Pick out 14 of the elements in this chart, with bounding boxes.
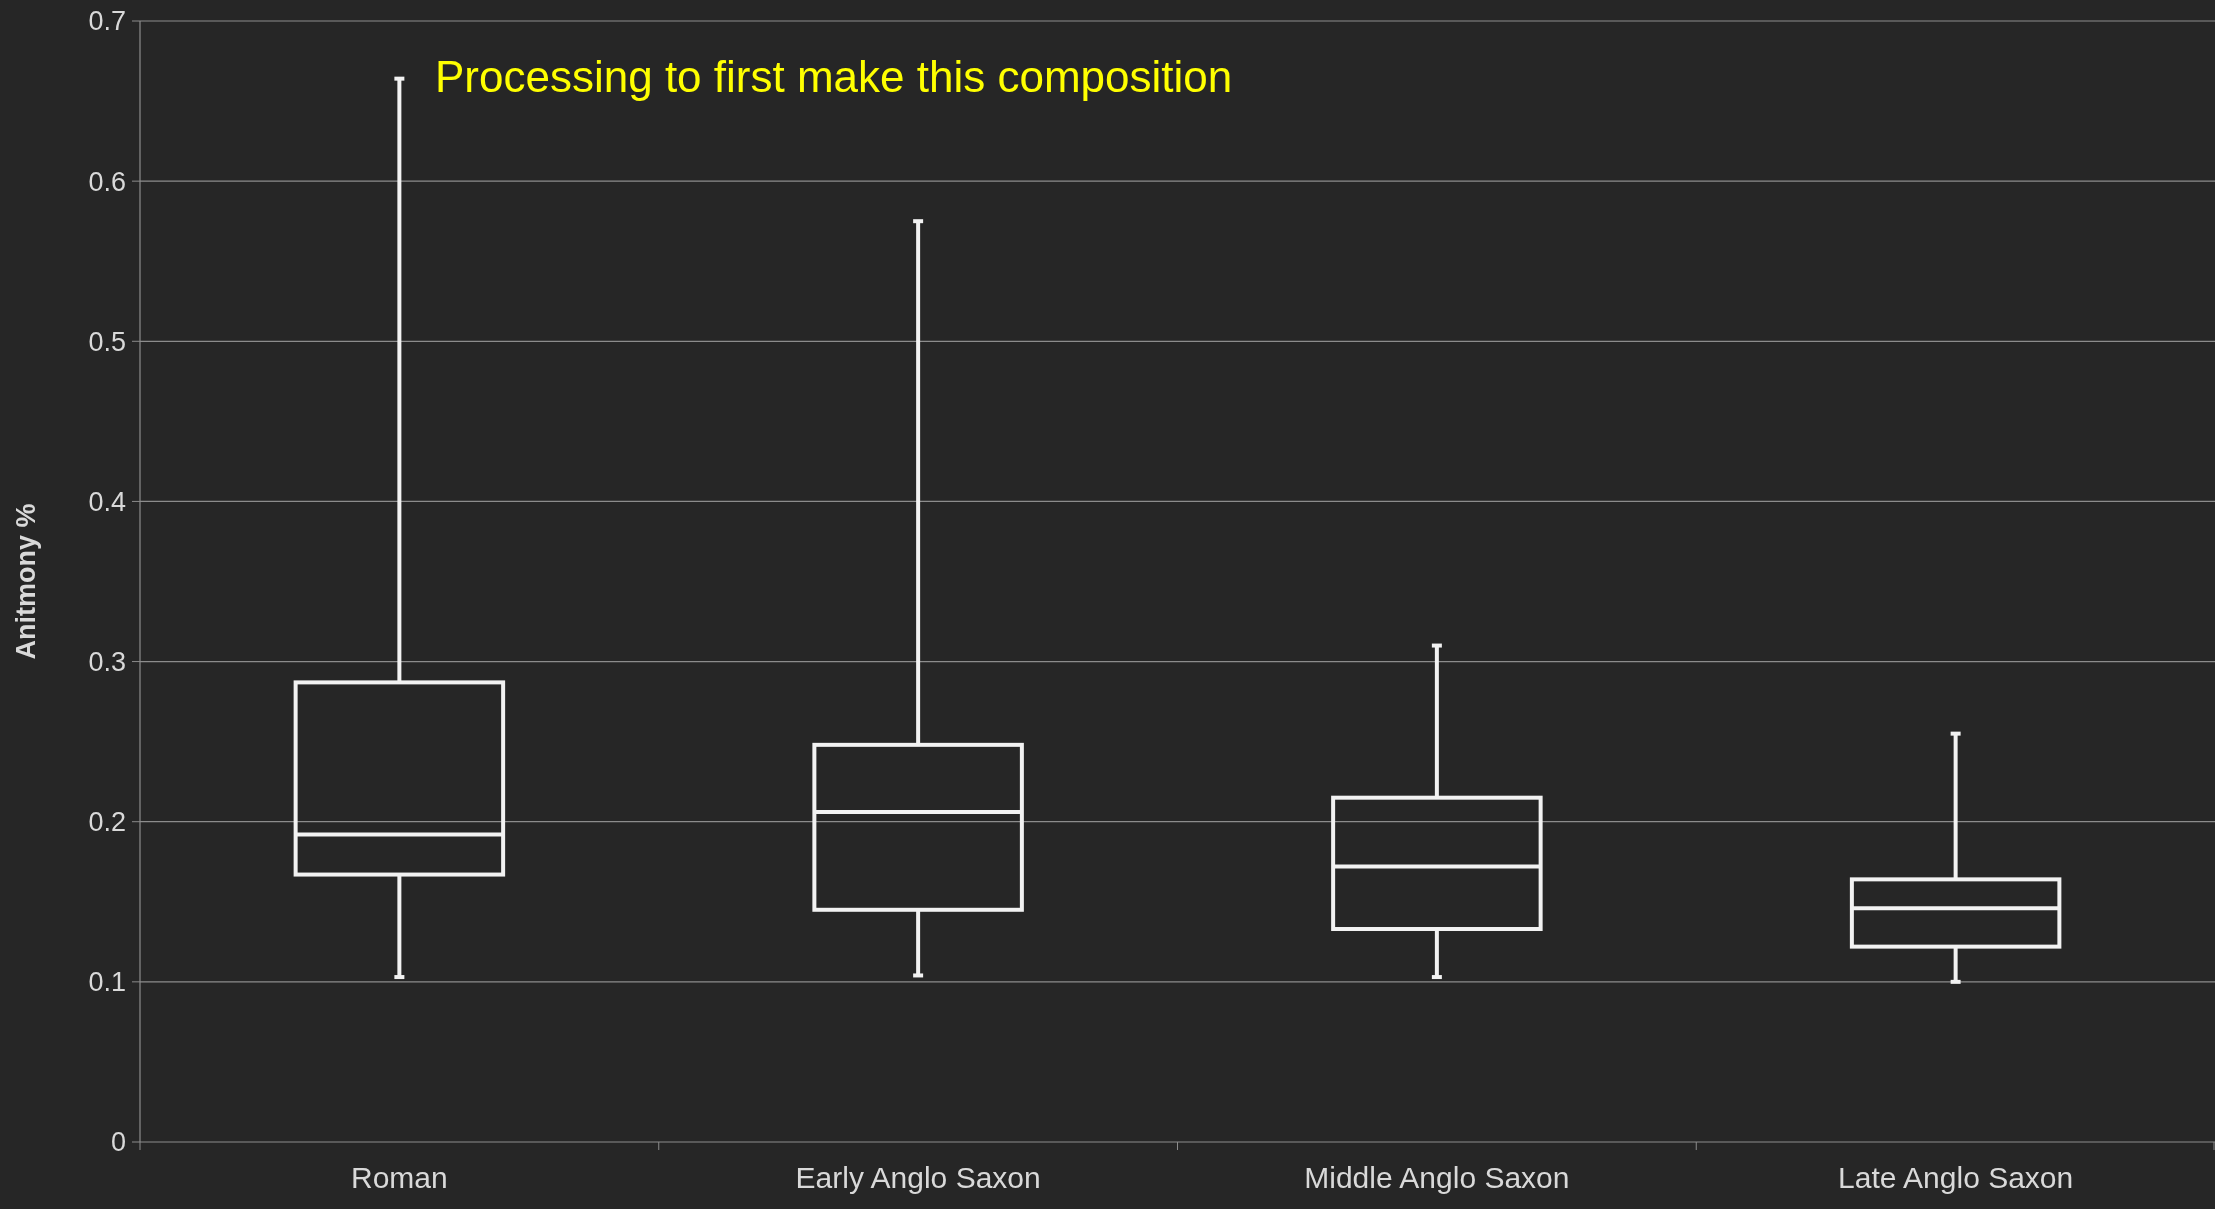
y-tick-label: 0.2 (88, 807, 126, 838)
y-tick-label: 0 (110, 1127, 126, 1158)
y-tick-label: 0.5 (88, 326, 126, 357)
y-tick-label: 0.3 (88, 647, 126, 678)
y-tick-label: 0.7 (88, 6, 126, 37)
y-tick-label: 0.1 (88, 967, 126, 998)
x-tick-label: Middle Anglo Saxon (1304, 1161, 1570, 1194)
x-tick-label: Early Anglo Saxon (795, 1161, 1041, 1194)
x-tick-label: Late Anglo Saxon (1838, 1161, 2074, 1194)
y-tick-label: 0.6 (88, 166, 126, 197)
x-tick-label: Roman (351, 1161, 448, 1194)
annotation: Processing to first make this composition (435, 52, 1233, 101)
y-axis-title: Anitmony % (11, 503, 41, 660)
y-tick-label: 0.4 (88, 486, 126, 517)
